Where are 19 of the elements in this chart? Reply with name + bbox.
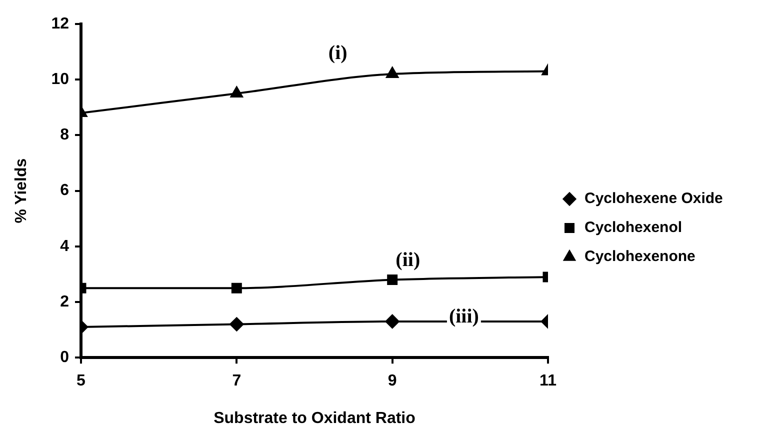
y-tick-label: 2 [60, 293, 70, 310]
annotation: (i) [328, 42, 348, 64]
legend-label: Cyclohexene Oxide [584, 190, 723, 208]
y-axis-title: % Yields [13, 158, 30, 224]
y-tick-label: 8 [60, 126, 70, 144]
y-tick-label: 6 [60, 182, 70, 200]
legend-label: Cyclohexenone [584, 248, 696, 266]
legend-label: Cyclohexenol [584, 219, 682, 236]
x-tick-label: 5 [76, 372, 86, 390]
y-tick-label: 10 [51, 71, 70, 88]
annotation: (ii) [396, 249, 420, 272]
x-axis-title: Substrate to Oxidant Ratio [214, 410, 416, 427]
x-tick-label: 9 [388, 372, 397, 390]
annotation: (iii) [448, 306, 479, 328]
y-tick-label: 12 [51, 15, 70, 32]
x-tick-label: 7 [232, 372, 242, 390]
y-tick-label: 0 [60, 349, 70, 366]
x-tick-label: 11 [540, 372, 557, 390]
y-tick-label: 4 [60, 238, 70, 255]
